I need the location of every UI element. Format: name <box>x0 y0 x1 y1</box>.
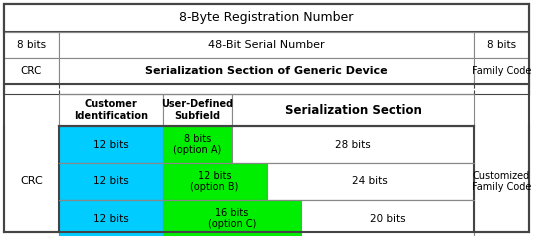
Text: CRC: CRC <box>21 66 42 76</box>
Text: 12 bits: 12 bits <box>93 177 129 186</box>
Bar <box>474 32 529 58</box>
Bar <box>59 200 163 236</box>
Bar <box>301 200 474 236</box>
Bar <box>59 32 474 58</box>
Bar <box>59 58 474 84</box>
Text: Family Code: Family Code <box>472 66 531 76</box>
Text: Customized
Family Code: Customized Family Code <box>472 171 531 192</box>
Bar <box>163 163 266 200</box>
Text: 48-Bit Serial Number: 48-Bit Serial Number <box>208 40 325 50</box>
Text: 12 bits
(option B): 12 bits (option B) <box>190 171 239 192</box>
Text: Serialization Section: Serialization Section <box>285 104 422 117</box>
Text: 12 bits: 12 bits <box>93 139 129 149</box>
Bar <box>163 94 232 126</box>
Bar <box>59 126 163 163</box>
Bar <box>232 126 474 163</box>
Bar <box>4 32 59 58</box>
Bar <box>474 58 529 84</box>
Text: CRC: CRC <box>20 177 43 186</box>
Bar <box>59 94 163 126</box>
Bar <box>4 58 59 84</box>
Text: 8 bits
(option A): 8 bits (option A) <box>173 134 221 155</box>
Text: 20 bits: 20 bits <box>370 214 406 223</box>
Text: 12 bits: 12 bits <box>93 214 129 223</box>
Text: User-Defined
Subfield: User-Defined Subfield <box>161 99 233 121</box>
Text: Serialization Section of Generic Device: Serialization Section of Generic Device <box>145 66 388 76</box>
Text: 28 bits: 28 bits <box>335 139 371 149</box>
Text: 24 bits: 24 bits <box>352 177 388 186</box>
Text: 8 bits: 8 bits <box>487 40 516 50</box>
Bar <box>163 126 232 163</box>
Bar <box>232 94 474 126</box>
Text: 8 bits: 8 bits <box>17 40 46 50</box>
Text: 8-Byte Registration Number: 8-Byte Registration Number <box>179 12 354 25</box>
Bar <box>266 163 474 200</box>
Bar <box>4 4 529 32</box>
Bar <box>163 200 301 236</box>
Text: 16 bits
(option C): 16 bits (option C) <box>208 208 256 229</box>
Text: Customer
Identification: Customer Identification <box>74 99 148 121</box>
Bar <box>59 163 163 200</box>
